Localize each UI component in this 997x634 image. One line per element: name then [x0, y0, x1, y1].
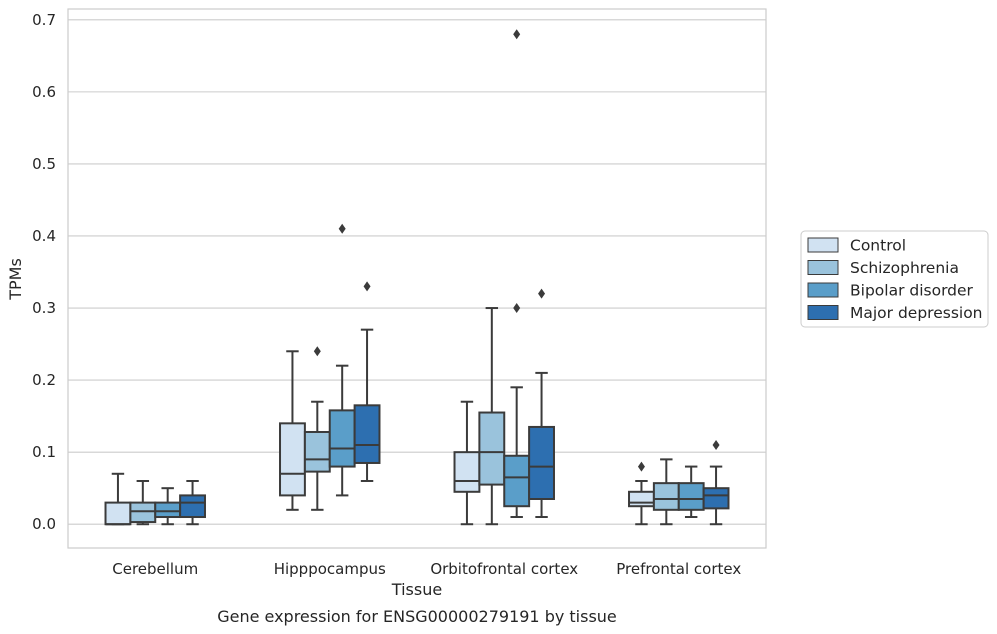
box-body	[528, 425, 555, 500]
x-tick-label: Prefrontal cortex	[616, 560, 741, 578]
box-body	[154, 501, 182, 519]
box-control	[279, 350, 306, 511]
box-body	[129, 501, 157, 524]
box-bipolar-disorder	[328, 223, 356, 497]
outlier-marker	[712, 439, 720, 450]
outlier-marker	[637, 461, 645, 472]
plot-area	[67, 8, 767, 549]
box-body	[478, 411, 506, 486]
y-tick-label: 0.4	[32, 227, 56, 245]
legend-label: Bipolar disorder	[850, 282, 974, 300]
legend-label: Schizophrenia	[850, 259, 959, 277]
legend-frame	[800, 230, 989, 328]
boxes	[104, 29, 730, 526]
x-tick-label: Orbitofrontal cortex	[430, 560, 578, 578]
box-major-depression	[528, 288, 555, 519]
box-body	[179, 494, 206, 519]
y-tick-label: 0.0	[32, 515, 56, 533]
box-bipolar-disorder	[154, 487, 182, 526]
box-body	[303, 430, 331, 473]
box-body	[328, 409, 356, 468]
y-tick-label: 0.2	[32, 371, 56, 389]
box-body	[503, 454, 531, 508]
box-schizophrenia	[303, 346, 331, 511]
x-tick-labels: Cerebellum Hipppocampus Orbitofrontal cort…	[112, 560, 741, 578]
box-body	[279, 422, 306, 497]
y-tick-label: 0.3	[32, 299, 56, 317]
y-tick-label: 0.1	[32, 443, 56, 461]
legend-swatch	[807, 260, 839, 275]
grid-lines	[68, 19, 766, 525]
legend: Control Schizophrenia Bipolar disorder Majo…	[800, 230, 989, 328]
legend-label: Major depression	[850, 304, 983, 322]
y-tick-label: 0.7	[32, 11, 56, 29]
box-control	[628, 461, 655, 526]
outlier-marker	[338, 223, 346, 234]
legend-swatch	[807, 237, 839, 253]
box-major-depression	[353, 281, 381, 482]
box-bipolar-disorder	[503, 29, 531, 519]
box-schizophrenia	[478, 307, 506, 526]
box-body	[652, 482, 680, 511]
outlier-marker	[363, 281, 371, 292]
box-body	[628, 490, 655, 508]
box-body	[702, 487, 730, 510]
legend-swatch	[807, 305, 839, 320]
chart-caption: Gene expression for ENSG00000279191 by t…	[217, 607, 617, 626]
x-tick-label: Hipppocampus	[274, 560, 386, 578]
box-control	[453, 400, 481, 526]
box-bipolar-disorder	[677, 465, 705, 519]
box-major-depression	[702, 439, 730, 526]
y-tick-label: 0.5	[32, 155, 56, 173]
x-axis-label: Tissue	[391, 580, 442, 599]
box-major-depression	[179, 479, 206, 526]
y-axis-label: TPMs	[6, 258, 25, 301]
outlier-marker	[513, 303, 521, 314]
legend-label: Control	[850, 237, 906, 255]
y-tick-labels: 0.0 0.1 0.2 0.3 0.4 0.5 0.6 0.7	[32, 11, 56, 533]
legend-swatch	[807, 282, 839, 298]
box-body	[677, 482, 705, 511]
outlier-marker	[513, 29, 521, 40]
outlier-marker	[538, 288, 546, 299]
outlier-marker	[313, 346, 321, 357]
box-body	[453, 451, 481, 493]
x-tick-label: Cerebellum	[112, 560, 198, 578]
box-body	[104, 501, 132, 526]
box-control	[104, 472, 132, 526]
y-tick-label: 0.6	[32, 83, 56, 101]
box-body	[353, 404, 381, 464]
